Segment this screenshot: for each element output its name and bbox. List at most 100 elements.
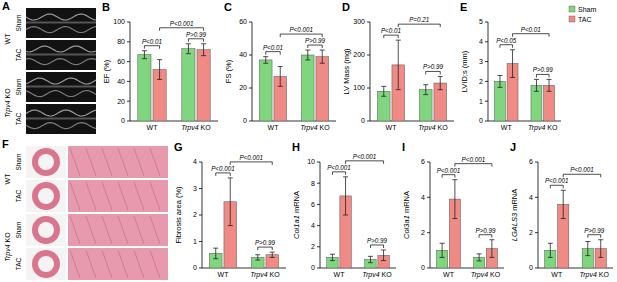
y-axis-label-part: area xyxy=(174,199,183,217)
marks xyxy=(377,40,446,121)
section-background xyxy=(26,180,66,212)
x-tick-label-part: Trpv4 xyxy=(362,271,379,279)
error-cap xyxy=(585,241,590,242)
y-tick-label-part: 60 xyxy=(117,58,125,65)
y-tick-label-part: 6 xyxy=(529,158,533,165)
y-axis-label-part: mRNA xyxy=(510,189,519,213)
error-cap xyxy=(452,218,457,219)
y-tick-label-part: 40 xyxy=(239,51,247,58)
y-axis-label: EF (%) xyxy=(102,59,111,83)
y-tick xyxy=(127,41,130,42)
error-cap xyxy=(561,190,566,191)
condition-label: TAC xyxy=(15,257,22,270)
heart-lumen xyxy=(38,188,54,204)
significance-bracket xyxy=(384,35,398,38)
echo-trace xyxy=(26,14,96,20)
y-axis-label-part: (%) xyxy=(174,186,183,200)
heart-lumen xyxy=(38,222,54,238)
y-tick-label-part: 40 xyxy=(117,78,125,85)
x-tick-label-part: KO xyxy=(380,271,393,278)
error-bar xyxy=(510,50,515,78)
x-tick-label-part: KO xyxy=(545,124,558,131)
x-tick-label: Trpv4 KO xyxy=(580,271,610,279)
bar-chart: ICol3a1 mRNA0246WTTrpv4 KOP<0.001P<0.001… xyxy=(402,141,504,279)
significance-bracket xyxy=(258,247,272,250)
error-line xyxy=(563,190,564,218)
p-value-part: P<0.01 xyxy=(521,26,541,33)
p-value-part: P>0.99 xyxy=(533,66,554,73)
genotype-label: Trpv4 KO xyxy=(4,232,12,262)
bar xyxy=(494,81,505,121)
y-tick-label-part: 4 xyxy=(421,194,425,201)
histology-texture xyxy=(150,216,160,244)
significance-bracket xyxy=(563,174,601,177)
error-cap xyxy=(510,77,515,78)
echo-trace xyxy=(26,59,96,65)
error-cap xyxy=(343,215,348,216)
p-value-part: P<0.01 xyxy=(142,38,162,45)
error-cap xyxy=(598,239,603,240)
figure: AWTShamTACTrpv4 KOShamTACFWTShamTACTrpv4… xyxy=(0,0,617,282)
y-axis-label: Fibrosis area (%) xyxy=(174,186,183,244)
bar-chart: ELVID;s (mm)012345WTTrpv4 KOP<0.05P<0.01… xyxy=(460,1,561,132)
significance-bracket xyxy=(500,45,513,48)
y-tick-label: 0 xyxy=(243,117,247,124)
heart-section xyxy=(32,148,60,176)
y-tick-label: 6 xyxy=(311,201,315,208)
marks xyxy=(138,44,210,121)
bar xyxy=(138,55,151,121)
error-cap xyxy=(534,79,539,80)
y-tick-label: 2 xyxy=(311,243,315,250)
y-tick xyxy=(427,162,430,163)
y-tick xyxy=(317,246,320,247)
error-bar xyxy=(489,240,494,258)
histology-image xyxy=(68,214,168,246)
significance-bracket xyxy=(550,185,563,188)
y-tick-label-part: 10 xyxy=(307,158,315,165)
histology-texture xyxy=(134,182,144,210)
p-value-part: P<0.001 xyxy=(437,167,461,174)
y-tick xyxy=(535,232,538,233)
error-cap xyxy=(201,55,206,56)
panel-letter-part: A xyxy=(2,0,10,12)
histology-texture xyxy=(102,250,112,278)
y-tick-label-part: 3 xyxy=(193,185,197,192)
x-tick-label-part: Trpv4 xyxy=(528,124,545,132)
y-axis-label: LVID;s (mm) xyxy=(460,50,469,92)
y-axis-label: Col3a1 mRNA xyxy=(402,191,411,239)
error-line xyxy=(383,250,384,261)
y-tick xyxy=(317,268,320,269)
x-tick-label: WT xyxy=(268,124,280,131)
histology-texture xyxy=(134,148,144,176)
histology-texture xyxy=(118,216,128,244)
p-value-part: P>0.99 xyxy=(367,237,388,244)
error-line xyxy=(345,177,346,215)
error-cap xyxy=(157,79,162,80)
y-tick xyxy=(485,121,488,122)
histology-texture xyxy=(86,216,96,244)
significance-bracket xyxy=(588,235,601,238)
condition-label-part: TAC xyxy=(15,257,22,270)
y-tick xyxy=(249,88,252,89)
p-value-part: P>0.99 xyxy=(255,239,276,246)
condition-label: TAC xyxy=(15,189,22,202)
histology-texture xyxy=(102,216,112,244)
y-tick xyxy=(199,241,202,242)
histology-texture xyxy=(118,250,128,278)
x-tick-label: Trpv4 KO xyxy=(528,124,558,132)
x-tick-label-part: WT xyxy=(386,124,398,131)
p-value: P>0.99 xyxy=(255,239,276,246)
histology-texture xyxy=(150,182,160,210)
x-tick-label-part: WT xyxy=(147,124,159,131)
y-tick-label-part: 4 xyxy=(193,158,197,165)
error-cap xyxy=(270,252,275,253)
error-bar xyxy=(305,50,310,60)
y-tick-label: 40 xyxy=(239,51,247,58)
y-tick-label: 80 xyxy=(117,38,125,45)
panel-letter: A xyxy=(2,0,10,12)
error-line xyxy=(398,40,399,90)
p-value-part: P<0.001 xyxy=(353,153,377,160)
error-line xyxy=(307,50,308,60)
error-line xyxy=(159,60,160,80)
y-axis xyxy=(538,162,539,268)
